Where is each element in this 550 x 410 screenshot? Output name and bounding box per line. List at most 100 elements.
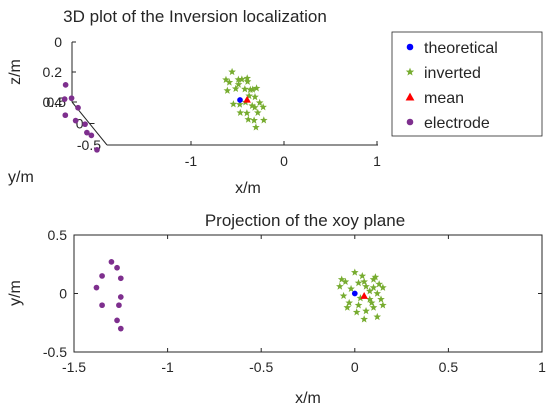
inverted-point-3d xyxy=(243,74,252,82)
inverted-point-2d xyxy=(345,298,353,307)
inverted-point-2d xyxy=(354,301,363,309)
legend-box xyxy=(391,31,543,137)
x-tick-label: -1 xyxy=(185,153,198,169)
inverted-point-3d xyxy=(243,77,252,85)
electrode-point-3d xyxy=(84,129,90,136)
electrode-point-3d xyxy=(62,82,69,88)
inverted-point-2d xyxy=(365,295,374,303)
plot-3d-axes xyxy=(71,42,378,146)
inverted-point-3d xyxy=(250,103,259,111)
plot-3d-title: 3D plot of the Inversion localization xyxy=(63,7,327,26)
inverted-point-3d xyxy=(252,84,261,92)
plot-2d: Projection of the xoy plane -1.5 -1 -0.5 0 0… xyxy=(7,211,546,407)
z-tick-label: 0 xyxy=(54,34,62,50)
inverted-point-3d xyxy=(222,75,230,84)
inverted-point-3d xyxy=(223,86,232,94)
legend-label-theoretical: theoretical xyxy=(424,40,498,57)
theoretical-point-2d xyxy=(351,290,358,297)
x-tick-label-2d: 0 xyxy=(351,359,359,375)
electrode-point-3d xyxy=(88,132,95,139)
legend-label-mean: mean xyxy=(424,90,464,107)
inverted-point-2d xyxy=(379,301,387,309)
plot-2d-points xyxy=(93,259,387,332)
x-tick-label-2d: 1 xyxy=(538,359,546,375)
inverted-point-3d xyxy=(251,93,259,101)
inverted-point-3d xyxy=(228,67,236,76)
electrode-point-2d xyxy=(108,259,115,265)
inverted-point-2d xyxy=(352,308,361,316)
inverted-point-2d xyxy=(360,315,368,323)
inverted-point-2d xyxy=(343,303,352,311)
inverted-point-3d xyxy=(259,103,267,111)
legend: theoretical inverted mean electrode xyxy=(391,31,543,137)
inverted-point-3d xyxy=(235,100,244,108)
legend-label-inverted: inverted xyxy=(424,65,481,82)
plot-3d-points xyxy=(61,67,268,153)
inverted-point-2d xyxy=(354,278,363,287)
mean-point-3d xyxy=(243,95,251,103)
plot-3d: 3D plot of the Inversion localization 0 0… xyxy=(7,7,543,197)
inverted-point-2d xyxy=(337,275,346,283)
mean-point-2d xyxy=(360,292,368,299)
theoretical-point-3d xyxy=(237,97,243,103)
legend-label-electrode: electrode xyxy=(424,115,490,132)
inverted-point-2d xyxy=(367,298,376,307)
inverted-point-2d xyxy=(351,268,359,276)
z-tick-group: 0 0.2 0.4 xyxy=(43,34,76,110)
inverted-point-3d xyxy=(255,98,264,107)
y-tick-group: -0.500.5 xyxy=(47,94,112,153)
electrode-point-3d xyxy=(82,121,88,128)
electrode-point-2d xyxy=(114,264,120,271)
inverted-point-2d xyxy=(362,307,370,315)
plot-2d-ticks: -1.5 -1 -0.5 0 0.5 1 -0.5 0 0.5 xyxy=(43,227,546,375)
x-tick-label-2d: -1 xyxy=(161,359,174,375)
inverted-point-2d xyxy=(339,291,348,300)
inverted-point-3d xyxy=(241,85,249,93)
inverted-point-2d xyxy=(369,303,378,311)
inverted-point-2d xyxy=(356,294,365,302)
inverted-point-2d xyxy=(377,295,385,303)
inverted-point-2d xyxy=(358,271,367,280)
electrode-point-2d xyxy=(114,317,120,324)
y-axis-label-3d: y/m xyxy=(8,169,34,186)
electrode-point-2d xyxy=(117,275,124,282)
x-tick-label-2d: -1.5 xyxy=(62,359,86,375)
z-axis-label: z/m xyxy=(7,59,24,85)
electrode-point-3d xyxy=(61,96,68,102)
inverted-point-3d xyxy=(252,123,260,131)
y-axis-label-2d: y/m xyxy=(7,280,24,306)
inverted-point-3d xyxy=(229,100,238,108)
inverted-point-2d xyxy=(379,283,387,291)
x-tick-label-2d: 0.5 xyxy=(439,359,459,375)
inverted-point-3d xyxy=(236,108,245,116)
plot-2d-axes-box xyxy=(73,234,543,353)
electrode-point-3d xyxy=(75,104,81,111)
legend-marker-theoretical xyxy=(406,43,414,51)
plot-2d-title: Projection of the xoy plane xyxy=(205,211,405,230)
inverted-point-3d xyxy=(253,108,262,116)
inverted-point-2d xyxy=(362,282,370,290)
inverted-point-3d xyxy=(234,80,243,88)
legend-marker-electrode xyxy=(406,118,414,126)
inverted-point-3d xyxy=(231,84,240,92)
inverted-point-2d xyxy=(373,312,382,321)
y-tick-label-2d: 0 xyxy=(59,286,67,302)
legend-entries: theoretical inverted mean electrode xyxy=(405,40,498,132)
electrode-point-2d xyxy=(93,284,100,291)
electrode-point-3d xyxy=(68,95,75,102)
electrode-point-3d xyxy=(72,117,79,124)
y-tick-label-2d: 0.5 xyxy=(48,227,68,243)
inverted-point-3d xyxy=(248,85,257,93)
x-tick-label: 1 xyxy=(373,153,381,169)
inverted-point-3d xyxy=(245,91,253,100)
inverted-point-2d xyxy=(336,282,344,290)
inverted-point-3d xyxy=(244,115,253,123)
legend-marker-mean xyxy=(405,92,415,101)
y-tick-label: 0 xyxy=(76,116,84,132)
electrode-point-2d xyxy=(99,273,105,279)
x-axis-label-3d: x/m xyxy=(235,180,261,197)
inverted-point-2d xyxy=(371,273,380,281)
electrode-point-2d xyxy=(117,294,124,300)
z-tick-label: 0.2 xyxy=(43,64,63,80)
